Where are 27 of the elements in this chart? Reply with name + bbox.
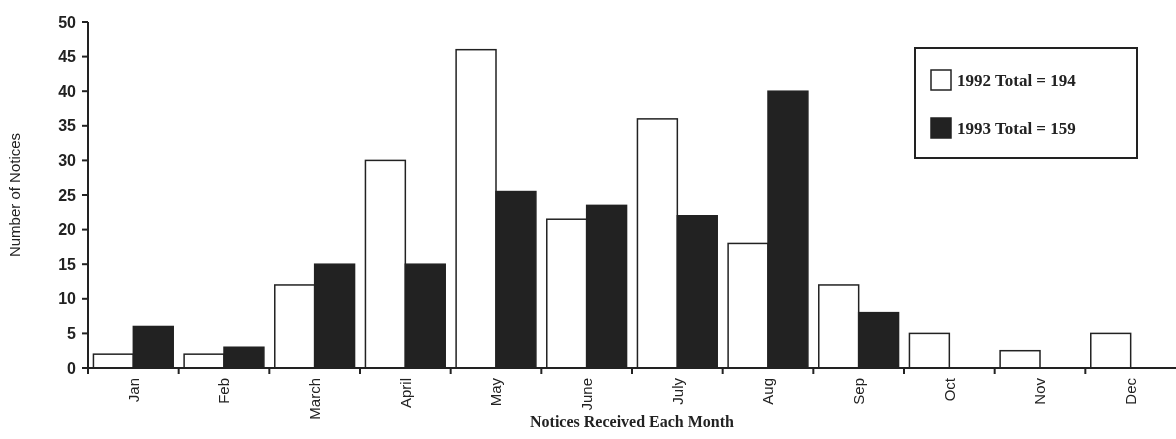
- x-tick-label: Dec: [1121, 377, 1139, 405]
- x-tick-label: Sep: [849, 378, 867, 405]
- y-tick-label: 25: [58, 186, 77, 204]
- y-tick-label: 40: [58, 82, 77, 100]
- x-tick-label: July: [668, 377, 686, 405]
- x-tick-label: April: [396, 378, 414, 409]
- y-axis-title: Number of Notices: [6, 132, 23, 258]
- y-tick-label: 30: [58, 152, 77, 169]
- x-tick-label: Jan: [124, 378, 142, 403]
- legend-label: 1992 Total = 194: [957, 70, 1077, 90]
- x-tick-label: Aug: [759, 378, 777, 405]
- x-tick-label: Oct: [940, 377, 958, 402]
- y-tick-label: 15: [58, 255, 77, 273]
- x-tick-label: June: [577, 378, 595, 411]
- x-axis-title: Notices Received Each Month: [530, 413, 735, 430]
- y-tick-label: 50: [58, 13, 77, 31]
- y-tick-label: 5: [67, 325, 77, 342]
- y-tick-label: 35: [58, 117, 77, 135]
- x-tick-label: March: [305, 378, 323, 420]
- y-tick-label: 20: [58, 221, 77, 239]
- x-tick-label: May: [487, 377, 505, 407]
- y-tick-label: 0: [67, 359, 77, 377]
- x-tick-label: Feb: [215, 378, 233, 404]
- x-tick-label: Nov: [1031, 377, 1049, 405]
- y-tick-label: 10: [58, 290, 77, 308]
- y-tick-label: 45: [58, 48, 77, 66]
- legend-label: 1993 Total = 159: [957, 118, 1076, 138]
